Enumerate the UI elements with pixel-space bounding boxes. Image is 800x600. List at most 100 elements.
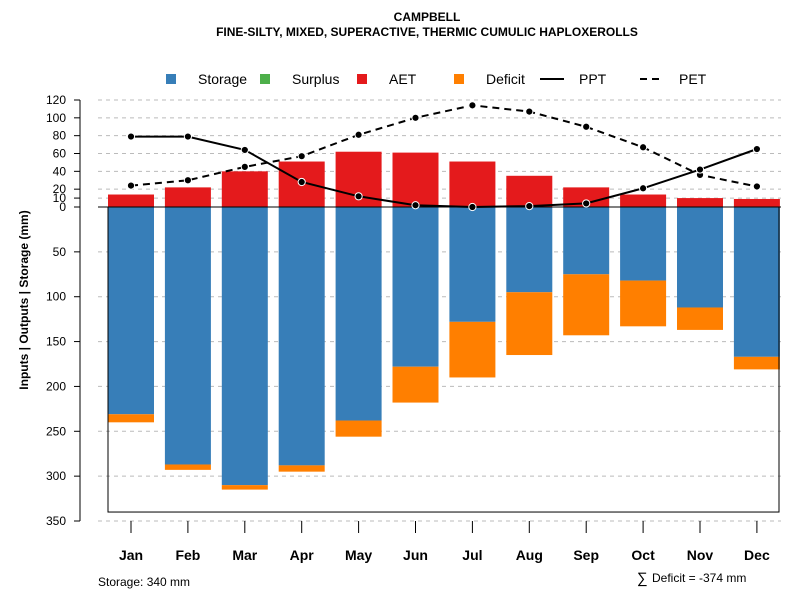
pet-point bbox=[297, 152, 306, 161]
legend-label: PPT bbox=[579, 71, 607, 87]
legend-swatch bbox=[454, 74, 464, 84]
y-tick-label: 150 bbox=[46, 335, 66, 349]
ppt-point bbox=[297, 177, 306, 187]
bar-storage bbox=[620, 207, 667, 281]
bars bbox=[108, 151, 780, 490]
bar-aet bbox=[677, 198, 723, 207]
bar-deficit bbox=[392, 366, 439, 403]
bar-storage bbox=[278, 207, 325, 466]
x-tick-label: Feb bbox=[175, 547, 200, 563]
bar-storage bbox=[221, 207, 268, 486]
pet-point bbox=[639, 143, 648, 152]
pet-point bbox=[354, 130, 363, 139]
bar-storage bbox=[392, 207, 439, 367]
storage-note: Storage: 340 mm bbox=[98, 575, 190, 589]
y-axis-label: Inputs | Outputs | Storage (mm) bbox=[17, 210, 31, 389]
bar-storage bbox=[449, 207, 496, 322]
x-tick-label: Jun bbox=[403, 547, 428, 563]
y-tick-label: 300 bbox=[46, 469, 66, 483]
y-tick-label: 350 bbox=[46, 514, 66, 528]
ppt-point bbox=[411, 201, 420, 210]
pet-point bbox=[240, 162, 249, 171]
legend-label: PET bbox=[679, 71, 707, 87]
x-tick-label: Apr bbox=[290, 547, 315, 563]
bar-deficit bbox=[449, 321, 496, 378]
legend-label: Surplus bbox=[292, 71, 339, 87]
bar-storage bbox=[506, 207, 553, 293]
bar-deficit bbox=[164, 464, 211, 470]
ppt-point bbox=[582, 199, 591, 208]
ppt-point bbox=[525, 202, 534, 211]
x-tick-label: Jan bbox=[119, 547, 143, 563]
bar-aet bbox=[392, 152, 439, 207]
deficit-note: Deficit = -374 mm bbox=[652, 571, 746, 585]
bar-deficit bbox=[620, 280, 667, 327]
y-tick-label: 80 bbox=[53, 129, 67, 143]
x-tick-label: May bbox=[345, 547, 372, 563]
legend-label: AET bbox=[389, 71, 417, 87]
legend: Storage Surplus AET Deficit PPT PET bbox=[166, 71, 707, 87]
chart-subtitle: FINE-SILTY, MIXED, SUPERACTIVE, THERMIC … bbox=[216, 25, 638, 39]
bar-aet bbox=[449, 161, 496, 207]
y-tick-label: 10 bbox=[53, 191, 67, 205]
ppt-point bbox=[240, 145, 249, 155]
y-tick-label: 100 bbox=[46, 111, 66, 125]
y-tick-label: 100 bbox=[46, 290, 66, 304]
legend-swatch bbox=[166, 74, 176, 84]
x-tick-label: Sep bbox=[573, 547, 599, 563]
pet-point bbox=[183, 176, 192, 185]
y-tick-label: 250 bbox=[46, 424, 66, 438]
legend-label: Storage bbox=[198, 71, 247, 87]
pet-point bbox=[411, 113, 420, 122]
deficit-sum-symbol: ∑ bbox=[637, 570, 648, 587]
legend-swatch bbox=[357, 74, 367, 84]
bar-deficit bbox=[278, 465, 325, 472]
bar-aet bbox=[506, 175, 553, 207]
ppt-point bbox=[354, 192, 363, 201]
bar-aet bbox=[733, 198, 780, 207]
y-tick-label: 0 bbox=[59, 200, 66, 214]
pet-point bbox=[752, 182, 762, 191]
ppt-line bbox=[131, 135, 758, 209]
pet-point bbox=[126, 181, 136, 190]
bar-storage bbox=[563, 207, 610, 275]
bar-aet bbox=[164, 187, 211, 207]
x-tick-label: Aug bbox=[516, 547, 543, 563]
bar-aet bbox=[620, 194, 667, 207]
ppt-point bbox=[639, 184, 648, 193]
bar-storage bbox=[677, 207, 723, 308]
bar-deficit bbox=[506, 292, 553, 356]
ppt-point bbox=[468, 202, 477, 212]
ppt-point bbox=[183, 132, 192, 141]
x-tick-label: Nov bbox=[687, 547, 714, 563]
pet-point bbox=[525, 107, 534, 116]
bar-storage bbox=[733, 207, 780, 357]
y-tick-label: 20 bbox=[53, 182, 67, 196]
legend-swatch bbox=[260, 74, 270, 84]
bar-deficit bbox=[563, 274, 610, 336]
y-tick-label: 40 bbox=[53, 164, 67, 178]
bar-aet bbox=[108, 194, 154, 207]
bar-storage bbox=[164, 207, 211, 465]
ppt-point bbox=[126, 132, 136, 141]
bar-deficit bbox=[221, 485, 268, 490]
bar-deficit bbox=[733, 356, 780, 370]
x-tick-label: Dec bbox=[744, 547, 770, 563]
ppt-point bbox=[695, 165, 705, 174]
bar-storage bbox=[108, 207, 154, 415]
bar-aet bbox=[221, 171, 268, 207]
y-tick-label: 60 bbox=[53, 147, 67, 161]
chart-title: CAMPBELL bbox=[394, 10, 461, 24]
gridlines bbox=[98, 99, 781, 522]
x-tick-label: Oct bbox=[631, 547, 655, 563]
y-tick-label: 50 bbox=[53, 245, 67, 259]
bar-aet bbox=[563, 187, 610, 207]
bar-deficit bbox=[677, 307, 723, 330]
y-tick-label: 200 bbox=[46, 379, 66, 393]
bar-deficit bbox=[335, 420, 382, 437]
y-tick-label: 120 bbox=[46, 93, 66, 107]
ppt-point bbox=[752, 144, 762, 154]
x-tick-label: Jul bbox=[462, 547, 482, 563]
